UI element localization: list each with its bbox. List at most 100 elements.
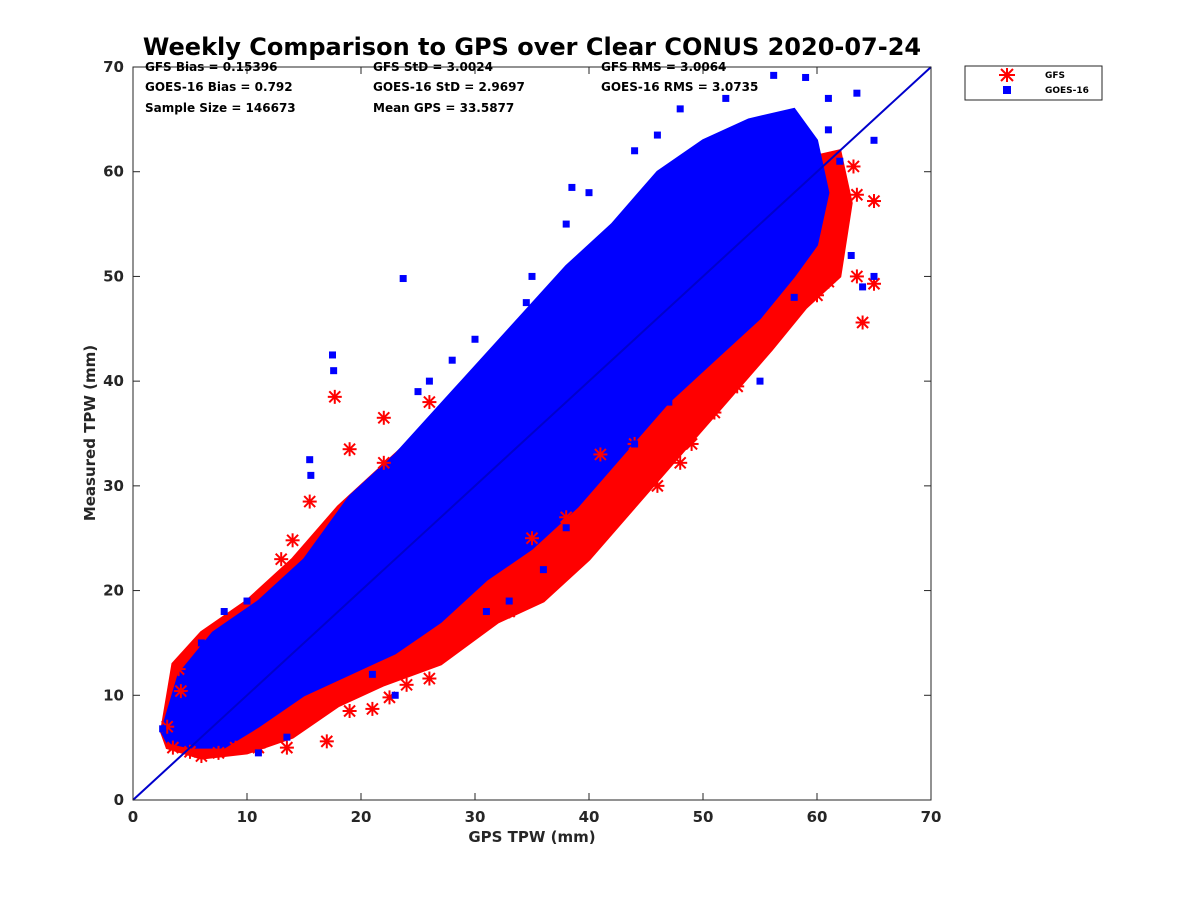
goes-point <box>676 105 684 113</box>
gfs-point <box>846 159 861 174</box>
goes-point <box>471 335 479 343</box>
stat-goes-bias: GOES-16 Bias = 0.792 <box>145 80 293 94</box>
goes-point <box>631 147 639 155</box>
gfs-point <box>342 442 357 457</box>
gfs-point <box>656 441 671 456</box>
gfs-point <box>867 276 881 291</box>
goes-point <box>653 131 661 139</box>
goes-point <box>209 712 217 720</box>
goes-point <box>399 275 407 283</box>
y-tick-label: 30 <box>103 477 124 495</box>
gfs-point <box>525 567 539 582</box>
x-axis: 0 10 20 30 40 50 60 70 <box>128 67 941 826</box>
goes-density-band <box>160 107 830 749</box>
goes-point <box>471 398 479 406</box>
goes-point <box>368 670 376 678</box>
gfs-point <box>849 269 864 284</box>
x-tick-label: 20 <box>351 808 372 826</box>
gfs-point <box>547 552 562 567</box>
gfs-point <box>593 447 608 462</box>
one-to-one-line <box>132 66 932 801</box>
gfs-point <box>422 671 437 686</box>
gfs-point <box>775 300 790 315</box>
gfs-point <box>228 740 243 755</box>
goes-point <box>756 147 764 155</box>
gfs-point <box>673 455 688 470</box>
gfs-point <box>327 389 342 404</box>
x-tick-label: 10 <box>237 808 258 826</box>
gfs-point <box>810 288 824 303</box>
gfs-point <box>855 315 870 330</box>
stat-gfs-rms: GFS RMS = 3.0064 <box>601 60 726 74</box>
stat-gfs-std: GFS StD = 3.0024 <box>373 60 493 74</box>
gfs-point <box>753 342 767 357</box>
gfs-point <box>274 552 289 567</box>
goes-point <box>870 136 878 144</box>
goes-point <box>254 749 262 757</box>
goes-point <box>448 356 456 364</box>
y-axis: 0 10 20 30 40 50 60 70 <box>103 58 931 809</box>
y-tick-label: 40 <box>103 372 124 390</box>
goes-point <box>243 670 251 678</box>
goes-point <box>482 608 490 616</box>
y-tick-label: 50 <box>103 267 124 285</box>
gfs-point <box>211 745 226 760</box>
gfs-point <box>376 455 391 470</box>
gfs-point <box>165 740 180 755</box>
gfs-point <box>468 620 482 635</box>
stat-sample-size: Sample Size = 146673 <box>145 101 296 115</box>
goes-point <box>802 73 810 81</box>
y-tick-label: 60 <box>103 163 124 181</box>
gfs-point <box>445 629 460 644</box>
gfs-point <box>194 749 209 764</box>
legend-gfs-marker <box>999 68 1015 82</box>
gfs-point <box>171 662 186 677</box>
plot-area-frame <box>132 66 932 801</box>
gfs-point <box>433 641 448 656</box>
goes-point <box>437 430 445 437</box>
y-tick-label: 70 <box>103 58 124 76</box>
goes-point <box>528 356 536 364</box>
gfs-point <box>376 410 391 425</box>
goes-point <box>585 189 593 197</box>
goes-point <box>306 456 314 464</box>
goes-point <box>847 251 855 259</box>
gfs-point <box>285 533 300 548</box>
goes-point <box>722 335 730 343</box>
goes-point <box>159 725 167 733</box>
y-tick-label: 0 <box>114 791 124 809</box>
y-tick-label: 10 <box>103 686 124 704</box>
gfs-point <box>279 740 294 755</box>
goes-point <box>770 71 778 79</box>
gfs-point <box>616 480 631 495</box>
goes-point <box>197 639 205 647</box>
goes-point <box>357 534 365 542</box>
gfs-point <box>730 379 745 394</box>
legend-gfs-label: GFS <box>1045 71 1065 81</box>
gfs-point <box>849 187 864 202</box>
gfs-point <box>867 194 881 209</box>
goes-point <box>824 94 832 102</box>
stats-block: GFS Bias = 0.15396 GFS StD = 3.0024 GFS … <box>145 60 758 115</box>
gfs-point <box>832 196 847 211</box>
gfs-point <box>342 703 357 718</box>
gfs-point <box>604 510 619 525</box>
x-tick-label: 50 <box>693 808 714 826</box>
goes-point <box>307 471 315 479</box>
goes-point <box>853 89 861 97</box>
stat-gfs-bias: GFS Bias = 0.15396 <box>145 60 277 74</box>
goes-point <box>528 272 536 280</box>
goes-point <box>522 299 530 307</box>
gfs-point <box>764 321 779 336</box>
goes-point <box>568 183 576 191</box>
goes-point <box>562 220 570 228</box>
goes-point <box>186 691 194 699</box>
goes-point <box>859 283 867 291</box>
gfs-point <box>251 740 266 755</box>
goes-point <box>870 272 878 280</box>
goes-point <box>756 377 764 385</box>
data-marks <box>159 71 881 764</box>
goes-point <box>585 314 593 322</box>
gfs-point <box>684 436 699 451</box>
gfs-point <box>302 494 317 509</box>
